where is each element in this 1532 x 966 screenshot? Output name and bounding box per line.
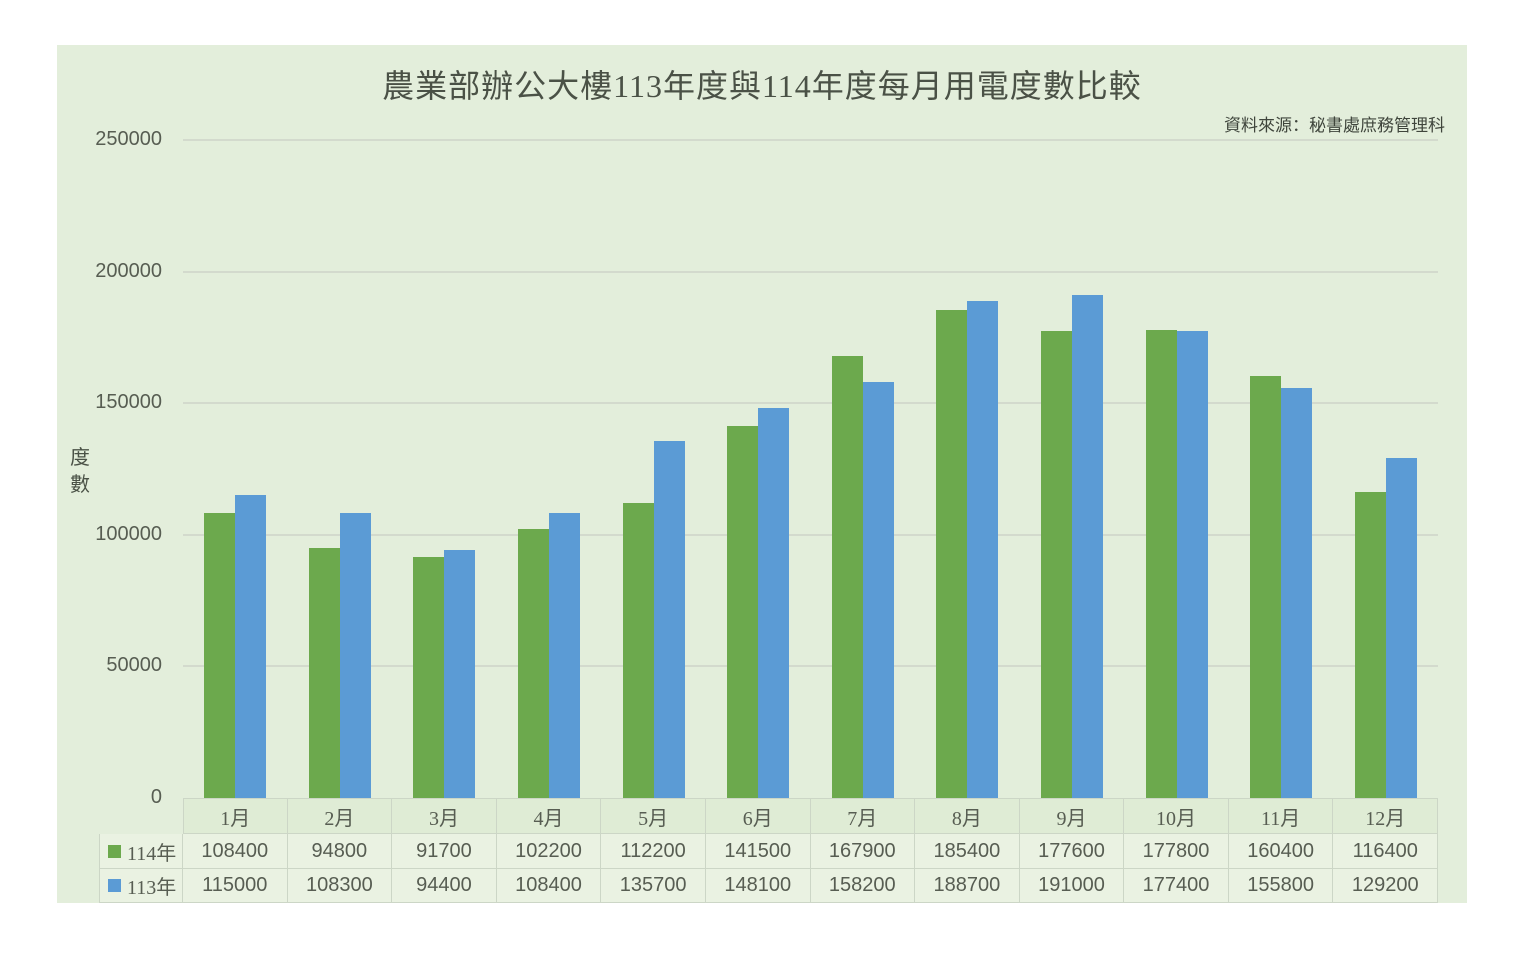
value-cell-114年-9月: 177600 bbox=[1019, 834, 1125, 869]
bar-113年-3月 bbox=[444, 549, 476, 798]
bar-113年-7月 bbox=[862, 381, 894, 798]
month-header-3月: 3月 bbox=[392, 798, 497, 834]
month-header-4月: 4月 bbox=[496, 798, 602, 834]
y-axis-label: 度數 bbox=[70, 447, 90, 496]
value-cell-113年-10月: 177400 bbox=[1124, 869, 1229, 903]
gridline bbox=[183, 533, 1438, 536]
value-cell-114年-10月: 177800 bbox=[1124, 834, 1229, 869]
bar-114年-7月 bbox=[831, 356, 863, 798]
chart-panel: 農業部辦公大樓113年度與114年度每月用電度數比較 資料來源：秘書處庶務管理科… bbox=[57, 45, 1467, 903]
bar-113年-9月 bbox=[1071, 295, 1103, 798]
value-cell-113年-2月: 108300 bbox=[287, 869, 393, 903]
value-cell-113年-4月: 108400 bbox=[496, 869, 602, 903]
value-cell-113年-7月: 158200 bbox=[810, 869, 916, 903]
value-cell-114年-1月: 108400 bbox=[183, 834, 288, 869]
bar-114年-9月 bbox=[1040, 330, 1072, 798]
value-cell-113年-11月: 155800 bbox=[1228, 869, 1334, 903]
month-header-2月: 2月 bbox=[287, 798, 393, 834]
gridline bbox=[183, 665, 1438, 668]
month-header-12月: 12月 bbox=[1333, 798, 1438, 834]
value-cell-113年-12月: 129200 bbox=[1333, 869, 1438, 903]
y-axis-tick-label: 50000 bbox=[106, 654, 162, 677]
bar-114年-8月 bbox=[936, 310, 968, 798]
gridline bbox=[183, 402, 1438, 405]
y-axis-tick-label: 150000 bbox=[95, 391, 162, 414]
bar-113年-8月 bbox=[967, 301, 999, 798]
value-cell-113年-3月: 94400 bbox=[392, 869, 497, 903]
data-table: 1月 2月 3月 4月 5月 6月 7月 8月 9月 10月 11月 12月 114年 108400 948… bbox=[99, 798, 1438, 903]
bar-113年-2月 bbox=[339, 512, 371, 798]
month-header-5月: 5月 bbox=[601, 798, 706, 834]
month-header-8月: 8月 bbox=[915, 798, 1020, 834]
y-axis-tick-label: 200000 bbox=[95, 259, 162, 282]
month-header-11月: 11月 bbox=[1228, 798, 1334, 834]
value-cell-113年-5月: 135700 bbox=[601, 869, 706, 903]
legend-swatch-icon-113年 bbox=[108, 879, 121, 892]
value-cell-114年-6月: 141500 bbox=[705, 834, 811, 869]
gridline bbox=[183, 139, 1438, 141]
bar-113年-4月 bbox=[549, 512, 581, 798]
bar-113年-6月 bbox=[758, 408, 790, 798]
month-header-9月: 9月 bbox=[1019, 798, 1125, 834]
y-axis-tick-label: 0 bbox=[150, 786, 162, 808]
bar-114年-10月 bbox=[1145, 330, 1177, 798]
value-cell-114年-3月: 91700 bbox=[392, 834, 497, 869]
value-cell-114年-11月: 160400 bbox=[1228, 834, 1334, 869]
bar-114年-1月 bbox=[204, 512, 236, 798]
bar-113年-10月 bbox=[1176, 331, 1208, 798]
month-header-7月: 7月 bbox=[810, 798, 916, 834]
y-axis-tick-label: 100000 bbox=[95, 522, 162, 545]
value-cell-114年-7月: 167900 bbox=[810, 834, 916, 869]
bar-113年-11月 bbox=[1281, 387, 1313, 798]
value-cell-114年-12月: 116400 bbox=[1333, 834, 1438, 869]
chart-title: 農業部辦公大樓113年度與114年度每月用電度數比較 bbox=[382, 68, 1142, 104]
table-corner-cell bbox=[99, 798, 183, 834]
bar-114年-4月 bbox=[518, 529, 550, 798]
value-cell-113年-9月: 191000 bbox=[1019, 869, 1125, 903]
value-cell-114年-5月: 112200 bbox=[601, 834, 706, 869]
legend-label: 114年 bbox=[127, 842, 177, 865]
bar-114年-5月 bbox=[622, 502, 654, 798]
bar-114年-3月 bbox=[413, 556, 445, 798]
value-cell-114年-2月: 94800 bbox=[287, 834, 393, 869]
value-cell-113年-6月: 148100 bbox=[705, 869, 811, 903]
legend-swatch-icon-114年 bbox=[108, 844, 121, 858]
value-cell-113年-1月: 115000 bbox=[183, 869, 288, 903]
source-note: 資料來源：秘書處庶務管理科 bbox=[1224, 116, 1445, 135]
value-cell-114年-8月: 185400 bbox=[915, 834, 1020, 869]
bar-113年-12月 bbox=[1385, 457, 1417, 798]
legend-cell-113年: 113年 bbox=[99, 869, 183, 903]
value-cell-114年-4月: 102200 bbox=[496, 834, 602, 869]
month-header-10月: 10月 bbox=[1124, 798, 1229, 834]
bar-114年-6月 bbox=[727, 425, 759, 798]
legend-cell-114年: 114年 bbox=[99, 834, 183, 869]
month-header-6月: 6月 bbox=[705, 798, 811, 834]
bar-114年-12月 bbox=[1354, 491, 1386, 798]
bar-114年-2月 bbox=[308, 548, 340, 798]
month-header-1月: 1月 bbox=[183, 798, 288, 834]
y-axis-tick-label: 250000 bbox=[95, 128, 162, 150]
bar-113年-1月 bbox=[235, 495, 267, 798]
legend-label: 113年 bbox=[127, 877, 177, 899]
gridline bbox=[183, 270, 1438, 273]
bar-114年-11月 bbox=[1250, 375, 1282, 798]
value-cell-113年-8月: 188700 bbox=[915, 869, 1020, 903]
bar-113年-5月 bbox=[653, 440, 685, 798]
